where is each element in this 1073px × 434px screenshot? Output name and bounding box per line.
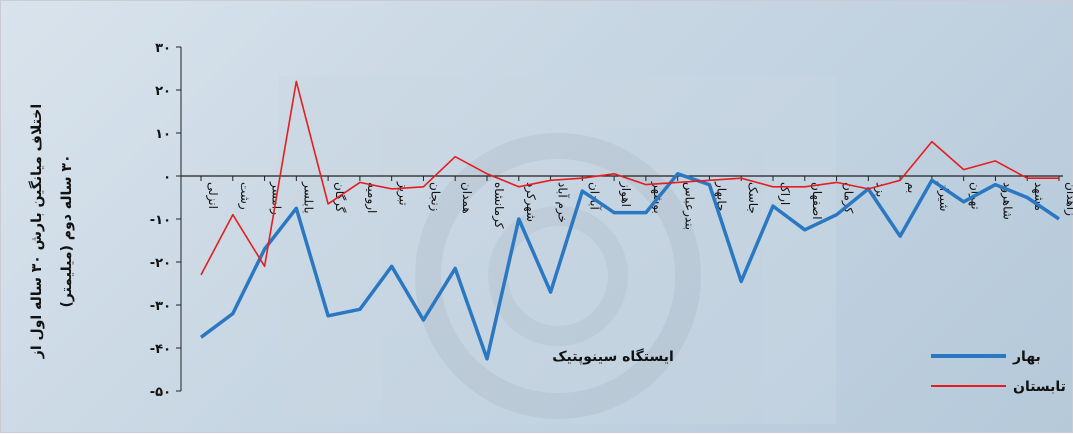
y-tick-label: -۴۰ bbox=[150, 342, 171, 357]
y-tick-label: ۳۰ bbox=[155, 41, 171, 56]
legend-label-2: تابستان bbox=[1013, 379, 1066, 395]
y-tick-label: -۱۰ bbox=[150, 213, 171, 228]
x-tick-label: شهرکرد bbox=[523, 182, 538, 222]
x-tick-label: کرمانشاه bbox=[491, 182, 506, 229]
x-tick-label: بابلسر bbox=[300, 181, 315, 214]
y-tick-label: ۰ bbox=[163, 170, 171, 185]
legend-label-1: بهار bbox=[1012, 349, 1041, 365]
y-tick-label: ۲۰ bbox=[155, 84, 171, 99]
x-tick-label: بم bbox=[905, 182, 919, 193]
legend: بهار تابستان bbox=[931, 349, 1066, 395]
y-tick-label: -۳۰ bbox=[150, 299, 171, 314]
x-tick-label: زاهدان bbox=[1063, 182, 1073, 216]
x-axis-label: ایستگاه سینوپتیک bbox=[552, 348, 674, 365]
x-tick-label: بندرعباس bbox=[682, 182, 697, 230]
x-tick-label: اراک bbox=[777, 182, 792, 205]
x-tick-label: جاسک bbox=[746, 182, 760, 214]
x-tick-label: اهواز bbox=[618, 181, 633, 207]
background-emblem bbox=[279, 76, 836, 424]
x-tick-label: همدان bbox=[460, 182, 474, 214]
emblem-panel bbox=[279, 76, 836, 424]
x-tick-label: زنجان bbox=[427, 182, 442, 212]
x-tick-label: اصفهان bbox=[810, 182, 824, 220]
y-tick-label: -۵۰ bbox=[150, 385, 171, 400]
x-tick-label: خرم آباد bbox=[555, 182, 571, 223]
y-tick-label: -۲۰ bbox=[150, 256, 171, 271]
x-tick-label: گرگان bbox=[332, 182, 347, 213]
x-tick-label: انزلی bbox=[205, 182, 220, 209]
y-tick-label: ۱۰ bbox=[155, 127, 171, 142]
y-axis: ۳۰ ۲۰ ۱۰ ۰ -۱۰ -۲۰ -۳۰ -۴۰ -۵۰ bbox=[150, 41, 181, 400]
x-tick-label: رشت bbox=[237, 182, 252, 210]
x-tick-label: ارومیه bbox=[364, 182, 379, 213]
x-tick-label: تبریز bbox=[396, 181, 411, 206]
